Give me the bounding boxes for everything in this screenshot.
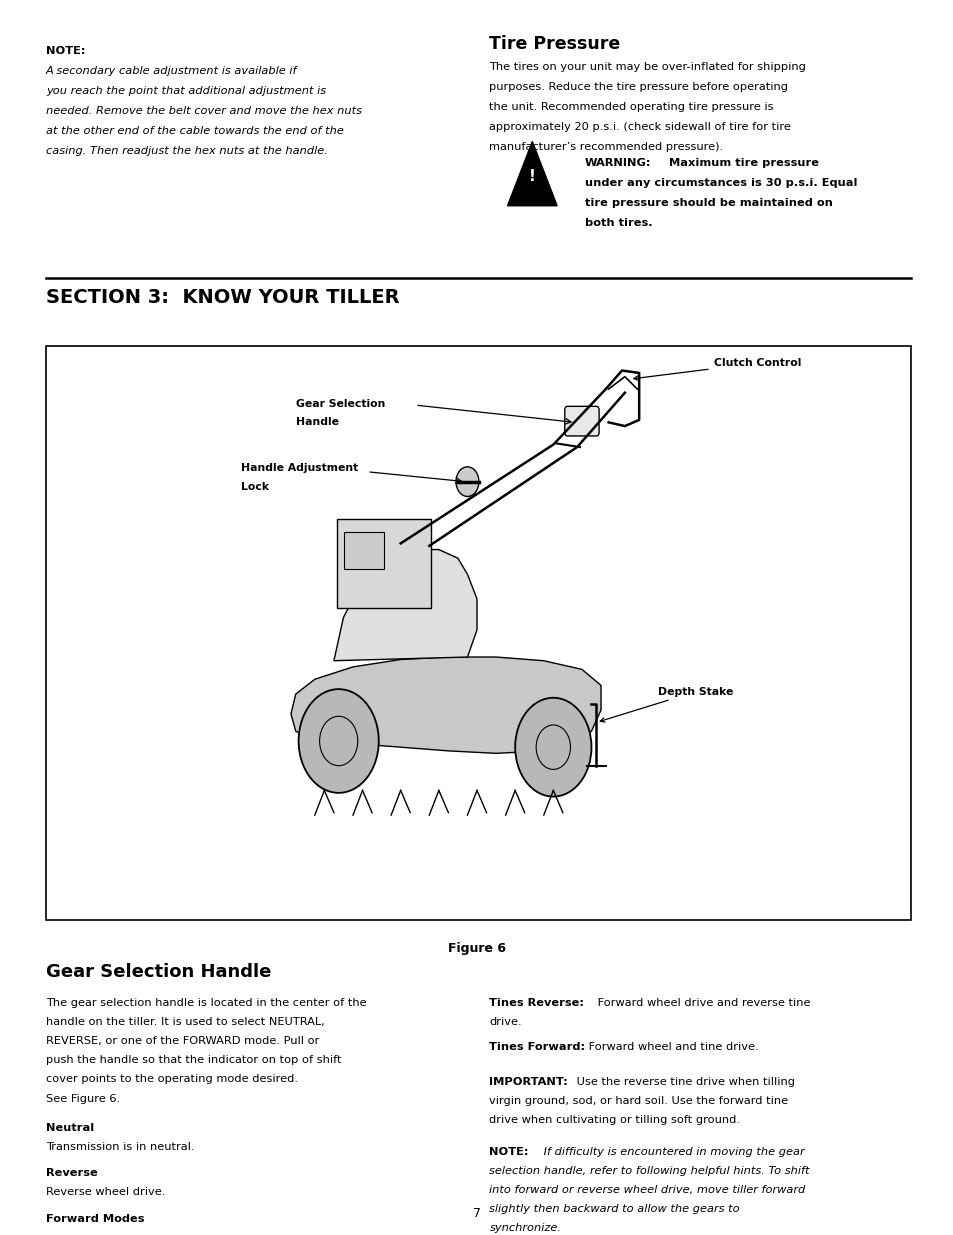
Text: both tires.: both tires. xyxy=(584,219,652,228)
Text: synchronize.: synchronize. xyxy=(489,1223,560,1233)
Circle shape xyxy=(456,467,478,496)
FancyBboxPatch shape xyxy=(336,519,431,608)
Text: Tire Pressure: Tire Pressure xyxy=(489,35,620,53)
Text: Tines Forward:: Tines Forward: xyxy=(489,1042,585,1052)
Text: Use the reverse tine drive when tilling: Use the reverse tine drive when tilling xyxy=(573,1077,795,1087)
Text: casing. Then readjust the hex nuts at the handle.: casing. Then readjust the hex nuts at th… xyxy=(46,146,327,156)
Polygon shape xyxy=(507,142,557,206)
Text: at the other end of the cable towards the end of the: at the other end of the cable towards th… xyxy=(46,126,343,136)
Text: Handle: Handle xyxy=(295,417,338,427)
Text: NOTE:: NOTE: xyxy=(489,1146,528,1156)
FancyBboxPatch shape xyxy=(46,346,910,920)
Text: WARNING:: WARNING: xyxy=(584,158,651,168)
Text: Reverse wheel drive.: Reverse wheel drive. xyxy=(46,1188,165,1198)
Text: Gear Selection Handle: Gear Selection Handle xyxy=(46,963,271,982)
FancyBboxPatch shape xyxy=(344,532,384,569)
Text: Forward Modes: Forward Modes xyxy=(46,1214,144,1224)
Text: Forward wheel drive and reverse tine: Forward wheel drive and reverse tine xyxy=(594,998,810,1008)
Text: SECTION 3:  KNOW YOUR TILLER: SECTION 3: KNOW YOUR TILLER xyxy=(46,288,399,306)
Circle shape xyxy=(515,698,591,797)
Text: the unit. Recommended operating tire pressure is: the unit. Recommended operating tire pre… xyxy=(489,103,773,112)
Text: you reach the point that additional adjustment is: you reach the point that additional adju… xyxy=(46,86,326,96)
Text: push the handle so that the indicator on top of shift: push the handle so that the indicator on… xyxy=(46,1055,341,1066)
Polygon shape xyxy=(291,657,600,753)
Text: Forward wheel and tine drive.: Forward wheel and tine drive. xyxy=(584,1042,758,1052)
Text: !: ! xyxy=(528,169,536,184)
Text: Figure 6: Figure 6 xyxy=(448,942,505,956)
Text: slightly then backward to allow the gears to: slightly then backward to allow the gear… xyxy=(489,1204,740,1214)
Text: Neutral: Neutral xyxy=(46,1123,94,1132)
Text: The gear selection handle is located in the center of the: The gear selection handle is located in … xyxy=(46,998,366,1008)
Text: into forward or reverse wheel drive, move tiller forward: into forward or reverse wheel drive, mov… xyxy=(489,1184,804,1194)
Text: Depth Stake: Depth Stake xyxy=(599,687,733,722)
Text: Tines Reverse:: Tines Reverse: xyxy=(489,998,584,1008)
Text: purposes. Reduce the tire pressure before operating: purposes. Reduce the tire pressure befor… xyxy=(489,82,787,91)
Text: under any circumstances is 30 p.s.i. Equal: under any circumstances is 30 p.s.i. Equ… xyxy=(584,178,857,188)
Text: handle on the tiller. It is used to select NEUTRAL,: handle on the tiller. It is used to sele… xyxy=(46,1018,324,1028)
Text: Reverse: Reverse xyxy=(46,1168,97,1178)
Text: drive.: drive. xyxy=(489,1018,521,1028)
Text: Lock: Lock xyxy=(241,482,269,492)
Text: drive when cultivating or tilling soft ground.: drive when cultivating or tilling soft g… xyxy=(489,1115,740,1125)
Text: Transmission is in neutral.: Transmission is in neutral. xyxy=(46,1141,194,1152)
Text: selection handle, refer to following helpful hints. To shift: selection handle, refer to following hel… xyxy=(489,1166,809,1176)
Text: A secondary cable adjustment is available if: A secondary cable adjustment is availabl… xyxy=(46,65,297,75)
Text: cover points to the operating mode desired.: cover points to the operating mode desir… xyxy=(46,1074,297,1084)
Text: See Figure 6.: See Figure 6. xyxy=(46,1094,120,1104)
Circle shape xyxy=(298,689,378,793)
Text: tire pressure should be maintained on: tire pressure should be maintained on xyxy=(584,199,832,209)
Text: Clutch Control: Clutch Control xyxy=(633,358,801,380)
FancyBboxPatch shape xyxy=(564,406,598,436)
Text: REVERSE, or one of the FORWARD mode. Pull or: REVERSE, or one of the FORWARD mode. Pul… xyxy=(46,1036,319,1046)
Text: IMPORTANT:: IMPORTANT: xyxy=(489,1077,568,1087)
Text: needed. Remove the belt cover and move the hex nuts: needed. Remove the belt cover and move t… xyxy=(46,106,361,116)
Text: approximately 20 p.s.i. (check sidewall of tire for tire: approximately 20 p.s.i. (check sidewall … xyxy=(489,122,790,132)
Text: NOTE:: NOTE: xyxy=(46,46,85,56)
Text: Handle Adjustment: Handle Adjustment xyxy=(241,463,358,473)
Text: manufacturer’s recommended pressure).: manufacturer’s recommended pressure). xyxy=(489,142,722,152)
Polygon shape xyxy=(334,550,476,661)
Text: 7: 7 xyxy=(473,1207,480,1220)
Text: If difficulty is encountered in moving the gear: If difficulty is encountered in moving t… xyxy=(539,1146,803,1156)
Text: virgin ground, sod, or hard soil. Use the forward tine: virgin ground, sod, or hard soil. Use th… xyxy=(489,1095,788,1105)
Text: Gear Selection: Gear Selection xyxy=(295,399,385,409)
Text: The tires on your unit may be over-inflated for shipping: The tires on your unit may be over-infla… xyxy=(489,62,805,72)
Text: Maximum tire pressure: Maximum tire pressure xyxy=(668,158,818,168)
